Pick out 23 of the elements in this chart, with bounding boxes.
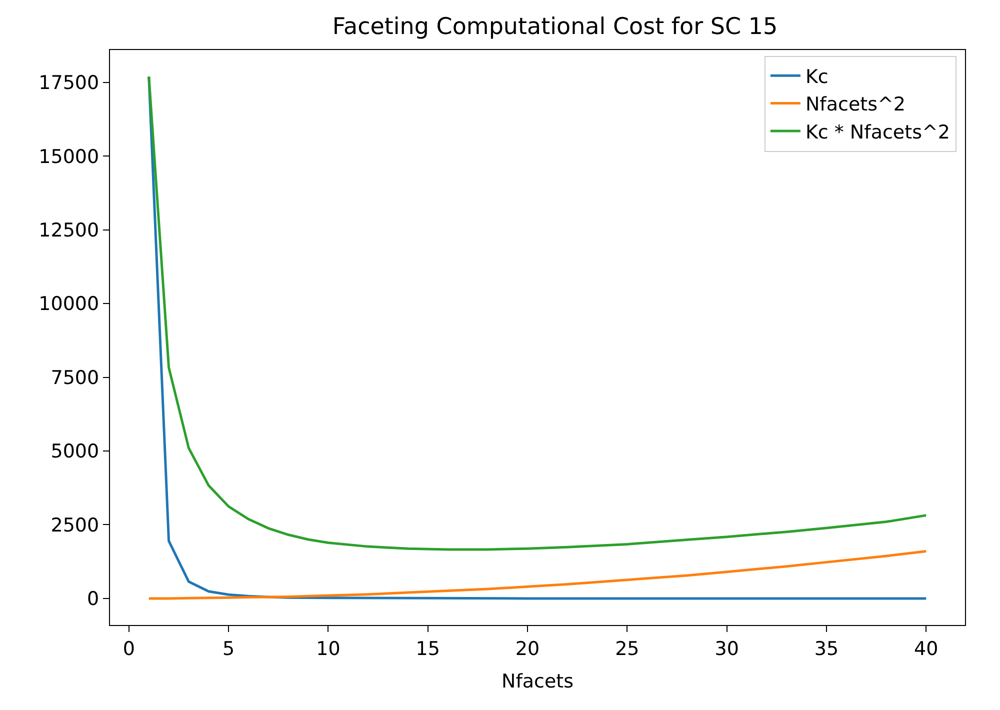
x-tick-label: 0 bbox=[122, 638, 135, 660]
x-tick-label: 40 bbox=[914, 638, 938, 660]
line-series bbox=[148, 550, 928, 600]
y-tick-label: 10000 bbox=[38, 293, 100, 316]
legend-label: Kc bbox=[805, 66, 828, 88]
y-tick-label: 2500 bbox=[50, 514, 100, 536]
x-tick-label: 5 bbox=[222, 638, 235, 660]
y-tick-label: 0 bbox=[87, 588, 100, 610]
y-tick-label: 15000 bbox=[38, 146, 100, 168]
x-tick-label: 35 bbox=[814, 638, 839, 660]
x-tick-label: 25 bbox=[615, 638, 640, 660]
x-tick-label: 20 bbox=[515, 638, 540, 660]
x-tick-label: 30 bbox=[714, 638, 739, 660]
x-axis-title: Nfacets bbox=[501, 670, 574, 693]
y-tick-label: 12500 bbox=[38, 220, 100, 242]
y-tick-label: 5000 bbox=[50, 440, 100, 463]
legend-label: Nfacets^2 bbox=[805, 94, 906, 116]
legend-label: Kc * Nfacets^2 bbox=[805, 121, 950, 144]
x-tick-label: 15 bbox=[416, 638, 440, 660]
y-tick-label: 17500 bbox=[38, 72, 100, 94]
chart-title: Faceting Computational Cost for SC 15 bbox=[332, 14, 778, 40]
y-tick-label: 7500 bbox=[50, 366, 100, 389]
x-tick-label: 10 bbox=[316, 638, 340, 660]
